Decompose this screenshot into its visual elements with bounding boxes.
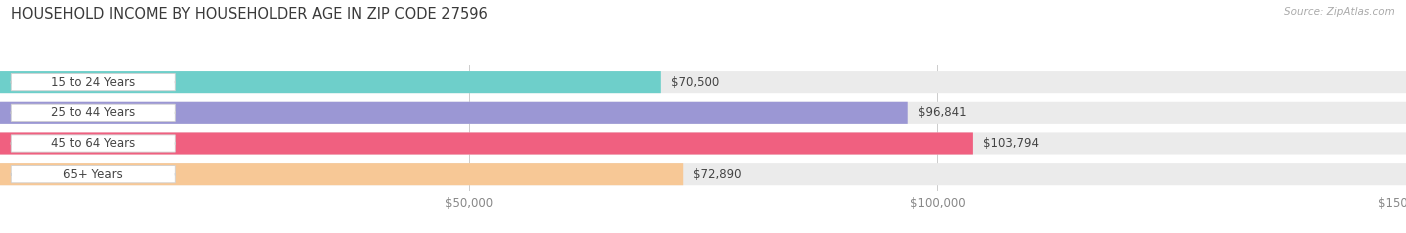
- FancyBboxPatch shape: [0, 163, 1406, 185]
- Text: HOUSEHOLD INCOME BY HOUSEHOLDER AGE IN ZIP CODE 27596: HOUSEHOLD INCOME BY HOUSEHOLDER AGE IN Z…: [11, 7, 488, 22]
- FancyBboxPatch shape: [0, 102, 908, 124]
- FancyBboxPatch shape: [0, 132, 1406, 154]
- FancyBboxPatch shape: [0, 102, 1406, 124]
- Text: $96,841: $96,841: [918, 106, 966, 119]
- Text: 25 to 44 Years: 25 to 44 Years: [51, 106, 135, 119]
- Text: Source: ZipAtlas.com: Source: ZipAtlas.com: [1284, 7, 1395, 17]
- Text: 45 to 64 Years: 45 to 64 Years: [51, 137, 135, 150]
- FancyBboxPatch shape: [0, 163, 683, 185]
- FancyBboxPatch shape: [11, 135, 176, 152]
- FancyBboxPatch shape: [0, 132, 973, 154]
- Text: 15 to 24 Years: 15 to 24 Years: [51, 76, 135, 89]
- FancyBboxPatch shape: [11, 166, 176, 183]
- Text: $70,500: $70,500: [671, 76, 718, 89]
- FancyBboxPatch shape: [0, 71, 661, 93]
- Text: $103,794: $103,794: [983, 137, 1039, 150]
- Text: $72,890: $72,890: [693, 168, 741, 181]
- FancyBboxPatch shape: [11, 104, 176, 121]
- Text: 65+ Years: 65+ Years: [63, 168, 124, 181]
- FancyBboxPatch shape: [11, 73, 176, 91]
- FancyBboxPatch shape: [0, 71, 1406, 93]
